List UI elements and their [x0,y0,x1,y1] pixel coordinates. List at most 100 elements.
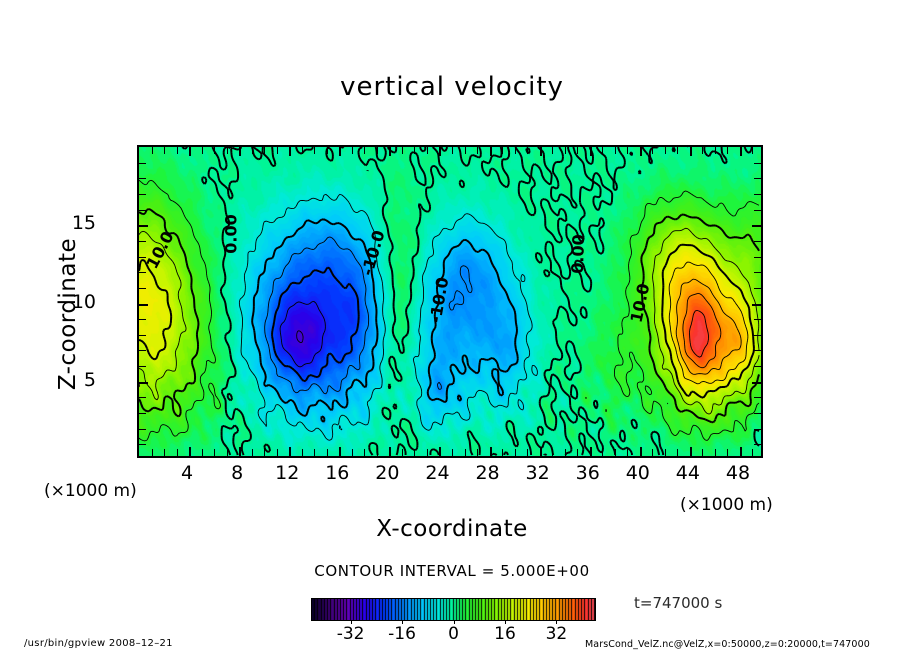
x-axis-tick [151,449,153,456]
x-axis-tick [489,147,492,156]
x-axis-tick-label: 36 [575,462,600,484]
x-axis-tick [527,449,529,456]
x-axis-tick [389,147,392,156]
x-axis-tick [389,447,392,456]
x-axis-tick [301,147,303,154]
y-axis-tick [139,366,146,368]
x-axis-tick [251,449,253,456]
x-axis-tick [326,147,328,154]
x-axis-tick [314,147,316,154]
x-axis-tick [639,447,642,456]
x-axis-tick [502,449,504,456]
x-axis-tick-label: 48 [725,462,751,484]
x-axis-tick [539,147,542,156]
x-axis-tick [639,147,642,156]
contour-interval-caption: CONTOUR INTERVAL = 5.000E+00 [314,562,590,580]
x-axis-tick [577,147,579,154]
colorbar-tick-label: 16 [494,624,516,644]
x-axis-tick [714,147,716,154]
y-axis-tick [139,209,146,211]
x-axis-tick [564,449,566,456]
x-axis-tick [739,147,742,156]
x-axis-tick [214,147,216,154]
color-scale-bar[interactable] [311,598,596,621]
contour-line--5 [238,193,538,441]
x-axis-tick [589,447,592,456]
colorbar-tick-label: -32 [336,624,365,644]
x-axis-tick [739,447,742,456]
x-axis-tick-label: 28 [475,462,500,484]
x-axis-tick [289,447,292,456]
x-axis-tick [426,449,428,456]
x-axis-tick [752,449,754,456]
contour-line-0 [181,147,760,456]
x-axis-tick [239,447,242,456]
x-axis-tick [614,449,616,456]
x-axis-tick-label: 20 [375,462,400,484]
x-axis-tick [689,447,692,456]
y-axis-tick [139,303,148,306]
y-axis-tick [754,272,761,274]
x-axis-tick [189,147,192,156]
x-axis-unit-right: (×1000 m) [680,495,773,515]
x-axis-tick [426,147,428,154]
footer-dataset: MarsCond_VelZ.nc@VelZ,x=0:50000,z=0:2000… [585,639,870,650]
contour-plot-panel[interactable] [137,145,763,458]
x-axis-tick [752,147,754,154]
y-axis-tick [754,350,761,352]
y-axis-tick [139,397,146,399]
y-axis-tick [139,256,146,258]
y-axis-tick [754,162,761,164]
contour-line-overlay [139,147,760,456]
x-axis-tick-label: 44 [675,462,700,484]
x-axis-tick [702,147,704,154]
x-axis-tick [664,147,666,154]
colorbar-tick-label: 32 [545,624,568,644]
colorbar-tick [402,620,404,624]
x-axis-tick [226,147,228,154]
x-axis-tick [452,449,453,456]
x-axis-tick [376,147,378,154]
x-axis-tick [401,449,403,456]
x-axis-tick [564,147,566,154]
x-axis-tick [514,449,516,456]
contour-line--25 [279,300,326,368]
y-axis-tick [139,319,146,321]
x-axis-tick-label: 40 [625,462,650,484]
y-axis-tick [139,428,146,430]
x-axis-tick [627,449,629,456]
colorbar-tick [453,620,455,624]
x-axis-tick [527,147,529,154]
x-axis-tick [364,147,366,154]
contour-line-10 [139,208,760,424]
x-axis-tick [201,147,203,154]
x-axis-tick [301,449,303,456]
colorbar-tick [350,620,352,624]
timestamp-annotation: t=747000 s [634,594,723,612]
y-axis-tick [754,287,761,289]
x-axis-tick [189,447,192,456]
x-axis-tick [439,147,442,156]
x-axis-tick [264,147,266,154]
x-axis-tick [164,449,166,456]
y-axis-tick [139,193,146,195]
x-axis-tick [326,449,328,456]
x-axis-tick [414,449,416,456]
y-axis-tick [139,272,146,274]
colorbar-tick-label: 0 [448,624,459,644]
x-axis-tick [602,449,604,456]
contour-line-25 [668,261,749,385]
x-axis-tick-label: 24 [425,462,450,484]
colorbar-tick-label: -16 [388,624,416,644]
y-axis-tick [139,225,148,228]
x-axis-tick [264,449,266,456]
x-axis-tick [514,147,516,154]
y-axis-tick [139,178,146,180]
contour-value-label: 0.00 [567,233,589,275]
contour-line-40 [689,310,709,358]
x-axis-unit-left: (×1000 m) [44,481,137,501]
x-axis-tick [689,147,692,156]
contour-line--10 [251,218,519,423]
y-axis-tick [139,381,148,384]
x-axis-tick-label: 32 [525,462,550,484]
